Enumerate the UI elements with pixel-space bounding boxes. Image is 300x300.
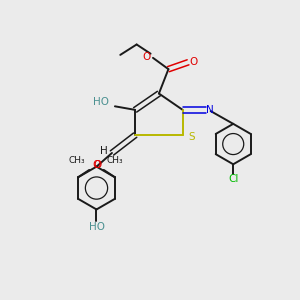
Text: O: O [142, 52, 151, 62]
Text: S: S [188, 132, 195, 142]
Text: H: H [100, 146, 107, 157]
Text: O: O [189, 57, 197, 67]
Text: HO: HO [89, 222, 105, 232]
Text: O: O [92, 160, 101, 170]
Text: Cl: Cl [228, 174, 238, 184]
Text: CH₃: CH₃ [69, 157, 85, 166]
Text: HO: HO [93, 97, 109, 107]
Text: N: N [206, 105, 214, 115]
Text: CH₃: CH₃ [106, 157, 123, 166]
Text: O: O [93, 160, 101, 170]
